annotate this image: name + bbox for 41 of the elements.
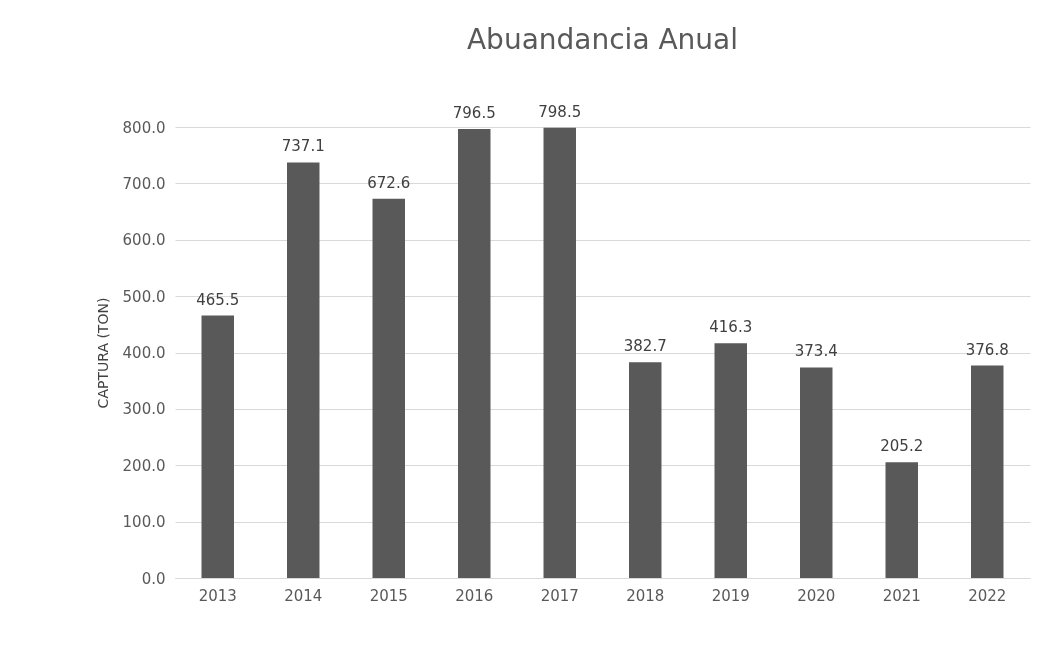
bar [971, 365, 1004, 578]
y-tick-label: 800.0 [122, 118, 166, 137]
data-label: 382.7 [623, 337, 667, 356]
bar [372, 198, 405, 578]
bar [287, 162, 320, 578]
y-tick-label: 500.0 [122, 287, 166, 306]
data-label: 465.5 [196, 290, 240, 309]
data-label: 373.4 [794, 342, 838, 361]
x-tick-label: 2015 [369, 586, 408, 605]
data-label: 798.5 [538, 102, 582, 121]
y-tick-label: 400.0 [122, 344, 166, 362]
x-tick-label: 2018 [626, 586, 665, 605]
y-tick-label: 700.0 [122, 174, 166, 193]
bar [800, 367, 833, 578]
x-tick-label: 2016 [455, 586, 494, 605]
y-tick-label: 200.0 [122, 456, 166, 475]
data-label: 416.3 [709, 318, 753, 337]
data-label: 737.1 [281, 137, 325, 156]
data-label: 672.6 [367, 173, 411, 192]
bar [543, 127, 576, 578]
bar [885, 462, 918, 578]
data-label: 376.8 [965, 340, 1009, 359]
x-tick-label: 2013 [198, 586, 237, 605]
bar [714, 343, 747, 578]
x-tick-label: 2020 [797, 586, 836, 605]
bar [629, 362, 662, 578]
data-label: 796.5 [452, 103, 496, 122]
y-tick-label: 300.0 [122, 400, 166, 419]
y-axis-title: CAPTURA (TON) [94, 297, 111, 409]
y-tick-label: 600.0 [122, 231, 166, 250]
data-label: 205.2 [880, 437, 924, 456]
y-tick-label: 100.0 [122, 513, 166, 532]
x-tick-label: 2022 [968, 586, 1007, 605]
bar [201, 315, 234, 578]
y-tick-label: 0.0 [141, 569, 166, 588]
x-tick-label: 2019 [711, 586, 750, 605]
x-tick-label: 2021 [882, 586, 921, 605]
bar [458, 128, 491, 578]
x-tick-label: 2014 [284, 586, 323, 605]
x-tick-label: 2017 [540, 586, 579, 605]
chart-title: Abuandancia Anual [466, 22, 739, 56]
